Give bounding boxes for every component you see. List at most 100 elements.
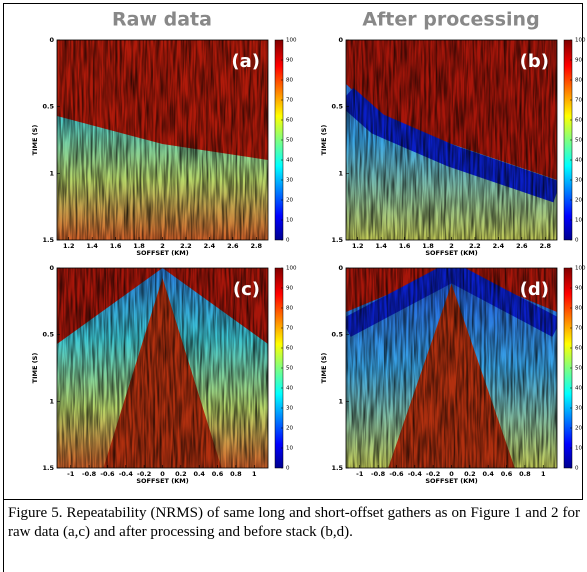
y-tick-label: 1	[338, 397, 343, 405]
x-tick-label: 0.8	[519, 470, 531, 478]
column-title: Raw data	[112, 9, 212, 31]
y-tick-label: 1.5	[331, 236, 343, 244]
colorbar-tick-label: 100	[286, 38, 297, 44]
colorbar-tick-label: 50	[286, 366, 293, 372]
heatmap-texture	[346, 40, 557, 240]
x-tick-label: 0.2	[175, 470, 187, 478]
y-tick-label: 0	[338, 36, 343, 44]
y-axis-label: TIME (S)	[320, 125, 328, 156]
colorbar-tick-label: 50	[575, 366, 582, 372]
colorbar-tick-label: 80	[286, 78, 293, 84]
x-tick-label: 1.2	[352, 242, 364, 250]
x-tick-label: 1.2	[63, 242, 75, 250]
x-tick-label: 1.8	[133, 242, 145, 250]
y-tick-label: 1.5	[42, 464, 54, 472]
column-title: After processing	[362, 9, 539, 31]
colorbar-tick-label: 0	[286, 466, 290, 472]
colorbar-tick-label: 30	[286, 178, 293, 184]
colorbar-tick-label: 10	[575, 446, 582, 452]
colorbar-tick-label: 70	[286, 326, 293, 332]
heatmap-texture	[346, 268, 557, 468]
x-tick-label: 0	[449, 470, 454, 478]
y-axis-label: TIME (S)	[31, 353, 39, 384]
colorbar-tick-label: 10	[286, 446, 293, 452]
x-tick-label: -1	[356, 470, 364, 478]
x-tick-label: 2.2	[180, 242, 192, 250]
colorbar-tick-label: 60	[286, 118, 293, 124]
x-axis-label: SOFFSET (KM)	[136, 249, 188, 257]
x-tick-label: -0.8	[82, 470, 97, 478]
colorbar-tick-label: 100	[575, 38, 586, 44]
colorbar-tick-label: 30	[575, 178, 582, 184]
colorbar-tick-label: 0	[575, 466, 579, 472]
y-tick-label: 1	[49, 397, 54, 405]
heatmap-texture	[57, 268, 268, 468]
colorbar-tick-label: 80	[575, 306, 582, 312]
heatmap	[57, 40, 268, 240]
panel-label: (c)	[233, 279, 260, 300]
colorbar-tick-label: 50	[286, 138, 293, 144]
x-tick-label: -0.6	[389, 470, 404, 478]
x-tick-label: 1.6	[399, 242, 411, 250]
x-tick-label: 0.6	[501, 470, 513, 478]
y-tick-label: 1.5	[331, 464, 343, 472]
colorbar-tick-label: 60	[575, 346, 582, 352]
x-tick-label: 2.4	[204, 242, 216, 250]
y-tick-label: 1	[49, 169, 54, 177]
x-tick-label: 1	[252, 470, 257, 478]
x-axis-label: SOFFSET (KM)	[136, 477, 188, 485]
colorbar-tick-label: 90	[575, 58, 582, 64]
y-tick-label: 0	[49, 264, 54, 272]
colorbar-tick-label: 100	[286, 266, 297, 272]
x-tick-label: 1.4	[86, 242, 98, 250]
x-tick-label: 2.6	[227, 242, 239, 250]
panel-label: (d)	[520, 279, 549, 300]
colorbar-tick-label: 100	[575, 266, 586, 272]
colorbar-tick-label: 90	[286, 286, 293, 292]
heatmap	[346, 268, 557, 468]
x-tick-label: 0.4	[482, 470, 494, 478]
x-axis-label: SOFFSET (KM)	[425, 249, 477, 257]
colorbar-tick-label: 60	[286, 346, 293, 352]
colorbar-tick-label: 70	[286, 98, 293, 104]
colorbar-tick-label: 40	[286, 158, 293, 164]
colorbar-tick-label: 20	[286, 426, 293, 432]
x-axis-label: SOFFSET (KM)	[425, 477, 477, 485]
y-tick-label: 0.5	[42, 331, 54, 339]
colorbar-tick-label: 70	[575, 98, 582, 104]
x-tick-label: -0.8	[371, 470, 386, 478]
colorbar-tick-label: 90	[286, 58, 293, 64]
colorbar-tick-label: 10	[286, 218, 293, 224]
panel-label: (a)	[231, 51, 260, 72]
colorbar-tick-label: 40	[575, 158, 582, 164]
colorbar-tick-label: 40	[286, 386, 293, 392]
y-tick-label: 0	[49, 36, 54, 44]
colorbar-tick-label: 30	[575, 406, 582, 412]
x-tick-label: -0.6	[100, 470, 115, 478]
colorbar-tick-label: 60	[575, 118, 582, 124]
x-tick-label: 2.4	[493, 242, 505, 250]
x-tick-label: 0.8	[230, 470, 242, 478]
x-tick-label: 2	[449, 242, 454, 250]
colorbar-tick-label: 80	[286, 306, 293, 312]
colorbar-tick-label: 40	[575, 386, 582, 392]
x-tick-label: 2	[160, 242, 165, 250]
heatmap	[57, 268, 268, 468]
x-tick-label: 2.6	[516, 242, 528, 250]
x-tick-label: 0	[160, 470, 165, 478]
y-axis-label: TIME (S)	[31, 125, 39, 156]
panel-label: (b)	[520, 51, 549, 72]
x-tick-label: 1.8	[422, 242, 434, 250]
y-tick-label: 1	[338, 169, 343, 177]
x-tick-label: 2.2	[469, 242, 481, 250]
x-tick-label: -0.4	[119, 470, 134, 478]
x-tick-label: 2.8	[540, 242, 552, 250]
x-tick-label: -0.4	[408, 470, 423, 478]
x-tick-label: -1	[67, 470, 75, 478]
x-tick-label: -0.2	[137, 470, 151, 478]
colorbar-tick-label: 0	[575, 238, 579, 244]
y-tick-label: 0.5	[331, 103, 343, 111]
x-tick-label: 0.6	[212, 470, 224, 478]
y-axis-label: TIME (S)	[320, 353, 328, 384]
